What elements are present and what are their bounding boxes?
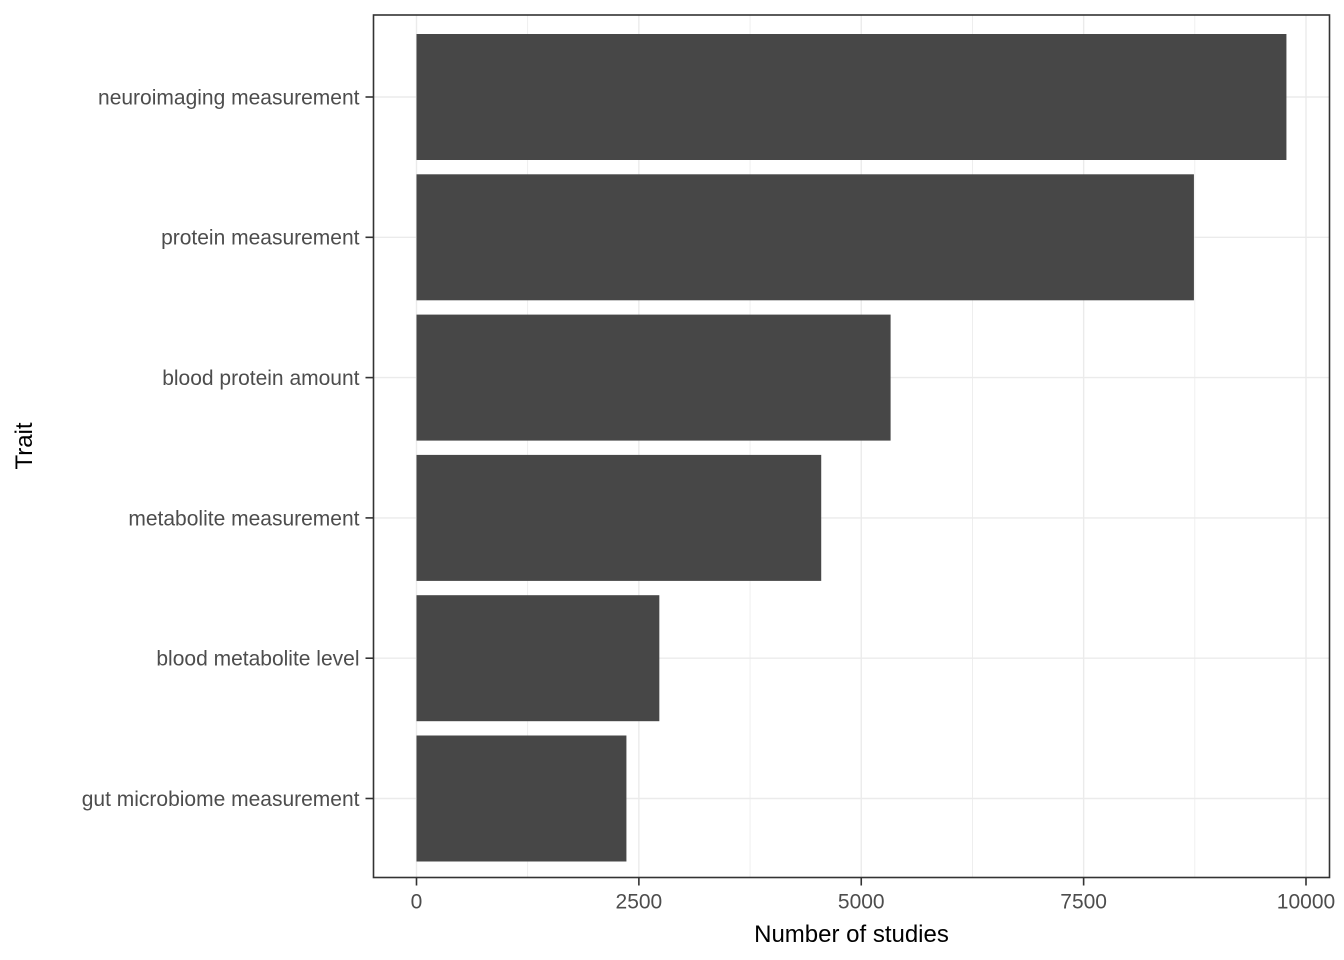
x-tick-label-10000: 10000 <box>1277 891 1335 914</box>
x-tick-labels: 0 2500 5000 7500 10000 <box>411 891 1336 914</box>
bar-protein-measurement <box>416 174 1194 301</box>
x-tick-label-0: 0 <box>411 891 423 914</box>
x-axis-title: Number of studies <box>754 921 949 948</box>
bars <box>416 34 1287 862</box>
y-tick-labels: neuroimaging measurement protein measurem… <box>82 86 360 811</box>
y-tick-label-blood-protein-amount: blood protein amount <box>162 367 359 390</box>
panel-border <box>372 14 1331 879</box>
y-tick-label-neuroimaging-measurement: neuroimaging measurement <box>98 86 360 109</box>
y-tick-label-protein-measurement: protein measurement <box>161 227 360 250</box>
x-tick-label-5000: 5000 <box>838 891 885 914</box>
bar-metabolite-measurement <box>416 454 822 581</box>
y-tick-label-metabolite-measurement: metabolite measurement <box>128 507 359 530</box>
x-tick-label-7500: 7500 <box>1060 891 1107 914</box>
bar-gut-microbiome-measurement <box>416 735 627 862</box>
x-tick-label-2500: 2500 <box>616 891 663 914</box>
y-tick-label-gut-microbiome-measurement: gut microbiome measurement <box>82 788 360 811</box>
axis-ticks <box>365 96 1307 886</box>
y-tick-label-blood-metabolite-level: blood metabolite level <box>156 648 359 671</box>
y-axis-title: Trait <box>11 422 38 469</box>
bar-neuroimaging-measurement <box>416 34 1287 160</box>
bar-blood-metabolite-level <box>416 595 660 722</box>
bar-blood-protein-amount <box>416 314 891 441</box>
